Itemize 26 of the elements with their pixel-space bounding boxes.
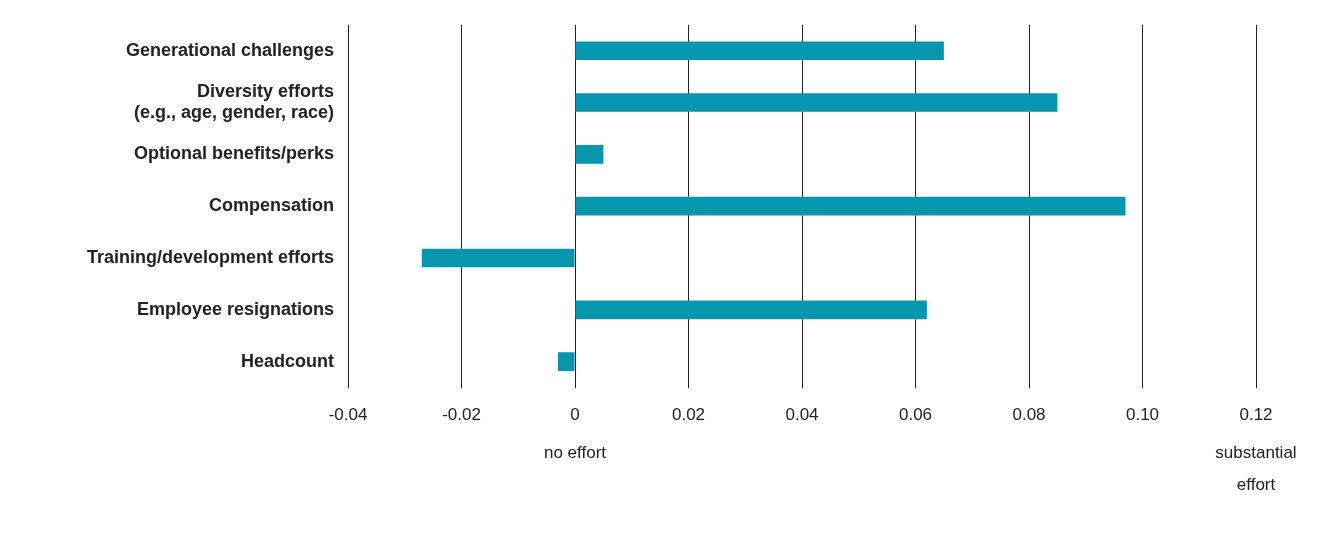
bar <box>557 352 575 372</box>
x-tick-label: -0.02 <box>442 405 481 425</box>
text: no effort <box>543 443 607 463</box>
y-tick-label: Employee resignations <box>136 298 334 319</box>
x-tick-label: 0.10 <box>1125 405 1160 425</box>
bar <box>575 93 1058 112</box>
x-tick-label: 0 <box>570 405 580 425</box>
y-tick-label: Compensation <box>208 195 334 216</box>
x-tick-label: 0.04 <box>785 405 819 425</box>
y-tick-label: Optional benefits/perks <box>133 143 334 164</box>
bar <box>575 196 1126 216</box>
text: substantial effort <box>1215 443 1297 495</box>
y-tick-label: Training/development efforts <box>86 247 334 267</box>
y-tick-label: Headcount <box>240 350 334 371</box>
y-tick-label: Generational challenges <box>125 39 334 60</box>
x-tick-label: 0.06 <box>898 405 933 425</box>
x-tick-label: 0.12 <box>1239 405 1273 425</box>
bar <box>575 300 927 320</box>
x-tick-label: 0.08 <box>1012 405 1046 425</box>
bar <box>421 248 575 268</box>
x-tick-label: 0.02 <box>671 405 706 425</box>
x-tick-label: -0.04 <box>328 405 368 425</box>
bar <box>575 145 604 164</box>
category-label: Diversity efforts <box>196 80 334 101</box>
category-label: (e.g., age, gender, race) <box>133 102 334 123</box>
bar <box>575 41 944 61</box>
